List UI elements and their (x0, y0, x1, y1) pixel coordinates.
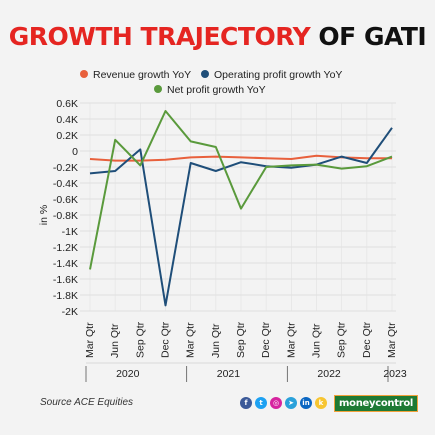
telegram-icon[interactable]: ➤ (285, 397, 297, 409)
year-label: 2020 (116, 368, 140, 380)
title-highlight: GROWTH TRAJECTORY (8, 22, 311, 51)
x-tick-label: Dec Qtr (160, 321, 172, 358)
series-lines (89, 110, 393, 307)
source-note: Source ACE Equities (40, 397, 134, 408)
y-tick-label: -1K (62, 226, 78, 238)
legend-label-1: Operating profit growth YoY (214, 69, 342, 81)
twitter-icon[interactable]: t (255, 397, 267, 409)
y-tick-label: -2K (62, 306, 78, 318)
y-axis-label: in % (38, 205, 50, 225)
footer-icons: f t ◎ ➤ in k moneycontrol (240, 393, 419, 413)
x-axis: Mar Qtr Jun Qtr Sep Qtr Dec Qtr Mar Qtr Jun Q… (84, 321, 398, 358)
gridlines (80, 102, 396, 312)
koo-icon[interactable]: k (315, 397, 327, 409)
x-tick-label: Mar Qtr (84, 322, 96, 358)
brand-logo: moneycontrol (334, 394, 419, 412)
year-label: 2021 (217, 368, 241, 380)
x-tick-label: Sep Qtr (235, 321, 247, 358)
x-tick-label: Dec Qtr (361, 321, 373, 358)
facebook-icon[interactable]: f (240, 397, 252, 409)
y-tick-label: -0.6K (53, 194, 78, 206)
year-label: 2023 (383, 368, 407, 380)
legend: Revenue growth YoY Operating profit growt… (80, 69, 342, 96)
x-tick-label: Mar Qtr (386, 322, 398, 358)
y-tick-label: -1.4K (53, 258, 78, 270)
chart-title: GROWTH TRAJECTORY OF GATI (0, 22, 435, 51)
year-label: 2022 (317, 368, 341, 380)
y-tick-label: 0.4K (56, 114, 78, 126)
x-tick-label: Dec Qtr (260, 321, 272, 358)
x-tick-label: Jun Qtr (109, 323, 121, 358)
legend-label-2: Net profit growth YoY (167, 84, 266, 96)
legend-marker-2 (154, 85, 162, 93)
y-tick-label: -0.8K (53, 210, 78, 222)
legend-marker-1 (201, 70, 209, 78)
y-tick-label: 0 (72, 146, 78, 158)
y-tick-label: 0.2K (56, 130, 78, 142)
y-tick-label: -0.2K (53, 162, 78, 174)
y-tick-label: -1.8K (53, 290, 78, 302)
y-tick-label: -1.2K (53, 242, 78, 254)
legend-marker-0 (80, 70, 88, 78)
legend-label-0: Revenue growth YoY (93, 69, 191, 81)
x-tick-label: Jun Qtr (311, 323, 323, 358)
y-tick-label: 0.6K (56, 98, 78, 110)
x-tick-label: Sep Qtr (336, 321, 348, 358)
y-tick-label: -0.4K (53, 178, 78, 190)
y-axis: 0.6K 0.4K 0.2K 0 -0.2K -0.4K -0.6K -0.8K -1K -1.2… (53, 98, 78, 318)
title-rest: OF GATI (318, 22, 427, 51)
x-tick-label: Sep Qtr (134, 321, 146, 358)
y-tick-label: -1.6K (53, 274, 78, 286)
x-tick-label: Jun Qtr (210, 323, 222, 358)
linkedin-icon[interactable]: in (300, 397, 312, 409)
year-axis: 2020 2021 2022 2023 (85, 362, 407, 382)
instagram-icon[interactable]: ◎ (270, 397, 282, 409)
x-tick-label: Mar Qtr (185, 322, 197, 358)
x-tick-label: Mar Qtr (285, 322, 297, 358)
